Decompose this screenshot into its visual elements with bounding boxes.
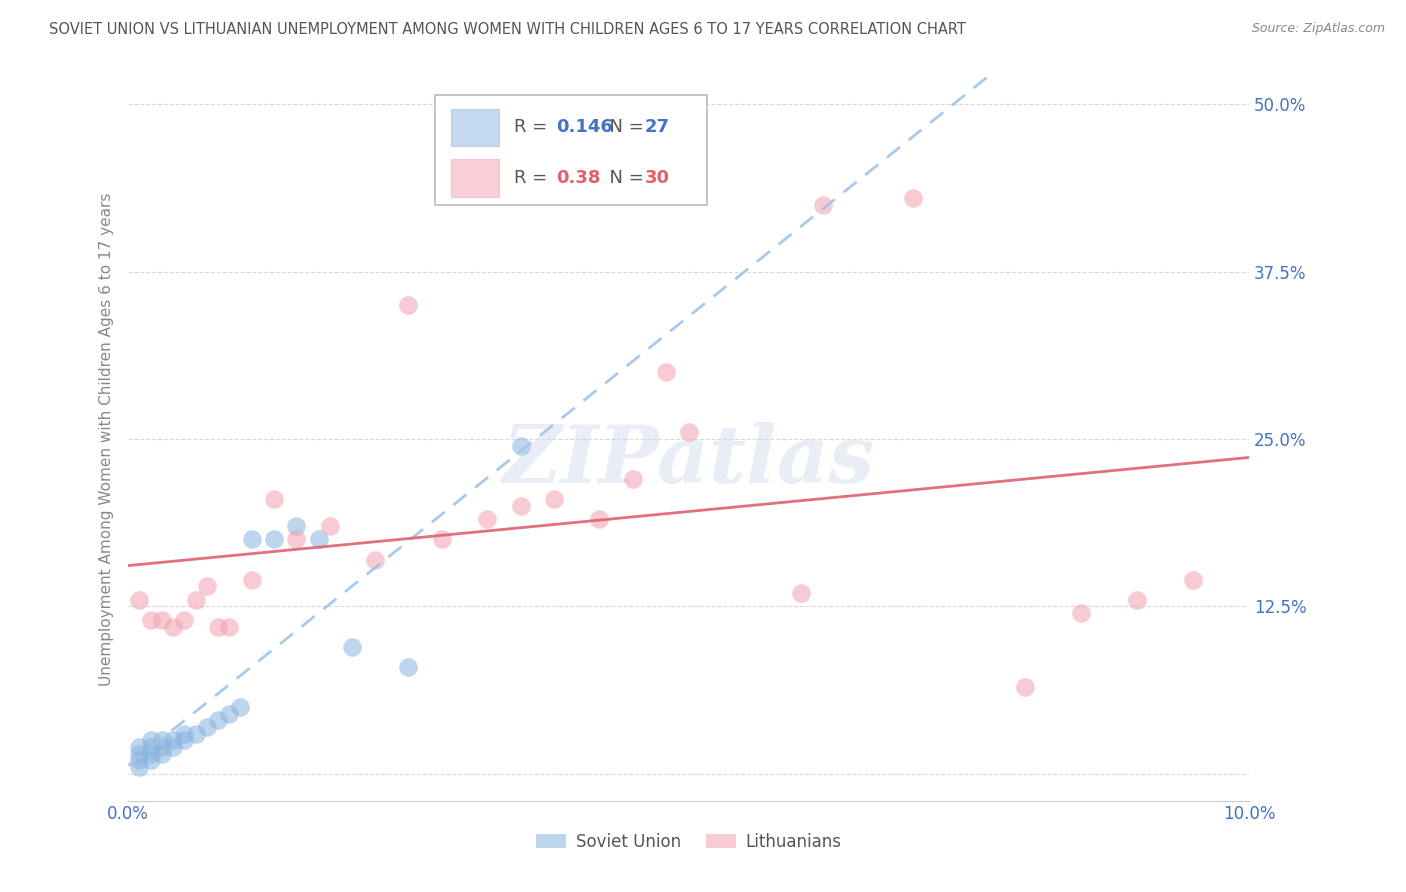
Point [1182, 573, 1205, 587]
Point [184, 592, 207, 607]
Point [218, 619, 240, 633]
Point [150, 613, 173, 627]
Point [207, 713, 229, 727]
Point [901, 191, 924, 205]
Point [285, 533, 308, 547]
Point [139, 754, 162, 768]
Point [398, 298, 420, 312]
Point [398, 659, 420, 673]
Point [184, 726, 207, 740]
Point [195, 579, 218, 593]
Point [207, 619, 229, 633]
Point [1126, 592, 1149, 607]
Point [162, 619, 184, 633]
Text: SOVIET UNION VS LITHUANIAN UNEMPLOYMENT AMONG WOMEN WITH CHILDREN AGES 6 TO 17 Y: SOVIET UNION VS LITHUANIAN UNEMPLOYMENT … [49, 22, 966, 37]
Point [218, 706, 240, 721]
Text: 0.38: 0.38 [555, 169, 600, 187]
Text: Source: ZipAtlas.com: Source: ZipAtlas.com [1251, 22, 1385, 36]
Point [430, 533, 453, 547]
Point [173, 733, 195, 747]
Point [285, 519, 308, 533]
Point [308, 533, 330, 547]
Point [128, 592, 150, 607]
Point [319, 519, 342, 533]
Point [263, 533, 285, 547]
Point [342, 640, 364, 654]
Text: R =: R = [513, 169, 553, 187]
Point [1014, 680, 1036, 694]
Y-axis label: Unemployment Among Women with Children Ages 6 to 17 years: Unemployment Among Women with Children A… [100, 193, 114, 686]
Point [150, 740, 173, 755]
Point [1070, 606, 1092, 620]
Point [678, 425, 700, 440]
Text: N =: N = [598, 119, 650, 136]
Point [229, 699, 252, 714]
Text: 27: 27 [644, 119, 669, 136]
Text: N =: N = [598, 169, 650, 187]
Point [150, 747, 173, 761]
Point [790, 586, 813, 600]
Point [621, 472, 644, 486]
Point [173, 726, 195, 740]
Point [240, 533, 263, 547]
Point [150, 733, 173, 747]
Text: ZIPatlas: ZIPatlas [502, 422, 875, 500]
Point [128, 740, 150, 755]
Point [162, 740, 184, 755]
Point [811, 197, 834, 211]
Point [263, 492, 285, 507]
Point [240, 573, 263, 587]
Legend: Soviet Union, Lithuanians: Soviet Union, Lithuanians [529, 826, 848, 857]
Point [588, 512, 610, 526]
Text: R =: R = [513, 119, 553, 136]
Text: 0.146: 0.146 [555, 119, 613, 136]
Point [139, 613, 162, 627]
Point [195, 720, 218, 734]
Point [543, 492, 565, 507]
Point [139, 733, 162, 747]
Point [364, 552, 387, 566]
Text: 30: 30 [644, 169, 669, 187]
Point [139, 740, 162, 755]
Point [655, 365, 678, 379]
Point [128, 747, 150, 761]
Point [509, 439, 531, 453]
Point [128, 754, 150, 768]
Point [128, 760, 150, 774]
Point [475, 512, 498, 526]
Point [173, 613, 195, 627]
Point [509, 499, 531, 513]
Point [139, 747, 162, 761]
Point [162, 733, 184, 747]
